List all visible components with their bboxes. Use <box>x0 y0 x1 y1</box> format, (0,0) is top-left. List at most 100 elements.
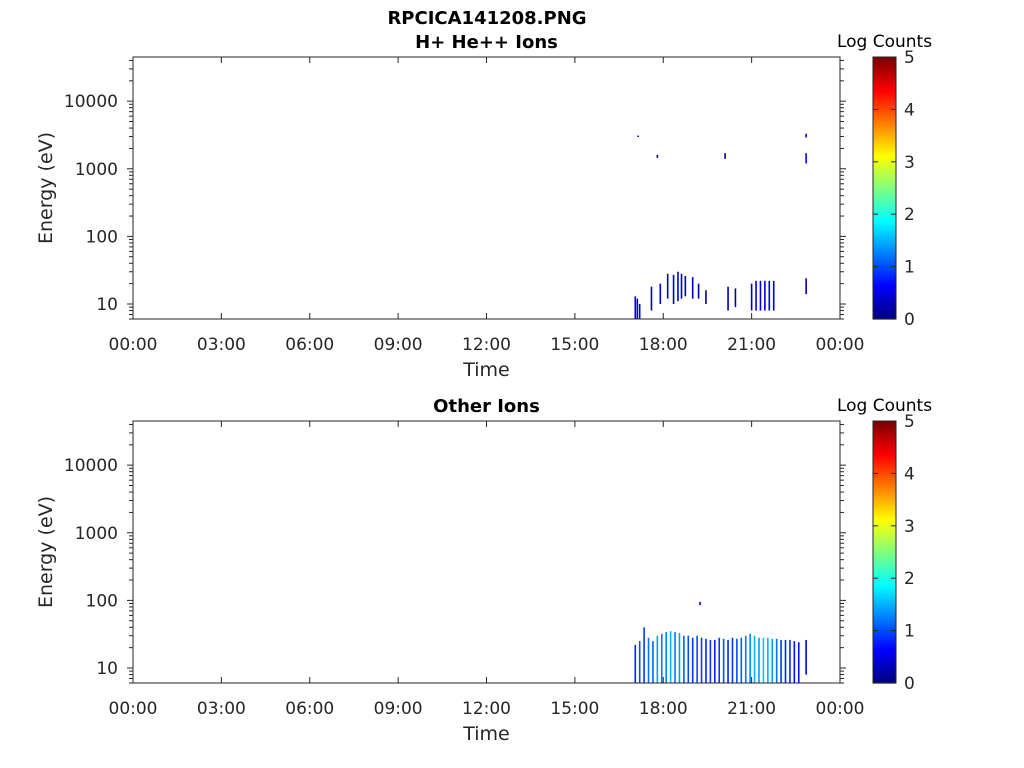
colorbar-segment <box>873 153 896 156</box>
colorbar-segment <box>873 669 896 673</box>
colorbar-segment <box>873 630 896 634</box>
colorbar-segment <box>873 667 896 671</box>
colorbar-segment <box>873 312 896 316</box>
data-streak <box>805 278 807 295</box>
colorbar-segment <box>873 91 896 95</box>
colorbar-segment <box>873 591 896 595</box>
x-tick-label: 00:00 <box>109 335 158 355</box>
colorbar-tick-label: 0 <box>904 674 915 694</box>
colorbar-segment <box>873 279 896 283</box>
data-streak <box>683 635 685 683</box>
colorbar-segment <box>873 510 896 514</box>
colorbar-tick-label: 2 <box>904 569 915 589</box>
data-streak <box>677 271 679 302</box>
panel-title: H+ He++ Ions <box>415 32 558 53</box>
colorbar-segment <box>873 490 896 494</box>
colorbar-segment <box>873 425 896 429</box>
y-tick-label: 1000 <box>75 160 118 180</box>
colorbar-segment <box>873 126 896 130</box>
colorbar-segment <box>873 244 896 248</box>
colorbar-segment <box>873 266 896 270</box>
colorbar-segment <box>873 76 896 80</box>
colorbar-segment <box>873 438 896 442</box>
data-streak <box>768 280 771 311</box>
colorbar-segment <box>873 445 896 448</box>
colorbar-segment <box>873 129 896 132</box>
colorbar-segment <box>873 124 896 128</box>
colorbar-segment <box>873 137 896 141</box>
colorbar-segment <box>873 201 896 204</box>
x-tick-label: 06:00 <box>285 335 334 355</box>
colorbar-segment <box>873 87 896 91</box>
x-tick-label: 09:00 <box>374 699 423 719</box>
colorbar-segment <box>873 442 896 446</box>
colorbar-segment <box>873 168 896 172</box>
colorbar-segment <box>873 229 896 233</box>
data-streak <box>727 286 729 311</box>
colorbar-segment <box>873 268 896 272</box>
colorbar-segment <box>873 501 896 505</box>
colorbar-segment <box>873 109 896 113</box>
colorbar-segment <box>873 89 896 93</box>
data-streak <box>666 273 669 299</box>
colorbar-segment <box>873 556 896 560</box>
colorbar-segment <box>873 227 896 231</box>
colorbar-segment <box>873 286 896 290</box>
colorbar-segment <box>873 436 896 440</box>
colorbar-segment <box>873 297 896 300</box>
data-streak <box>740 637 743 683</box>
data-streak <box>636 298 639 319</box>
colorbar-segment <box>873 172 896 176</box>
colorbar-segment <box>873 220 896 224</box>
data-streak <box>647 637 650 683</box>
colorbar-segment <box>873 144 896 148</box>
colorbar-segment <box>873 475 896 479</box>
colorbar-segment <box>873 497 896 501</box>
colorbar-segment <box>873 514 896 518</box>
colorbar-segment <box>873 584 896 588</box>
colorbar-segment <box>873 262 896 266</box>
data-streak <box>684 275 687 297</box>
colorbar-segment <box>873 538 896 542</box>
colorbar-frame <box>872 420 897 684</box>
panel-other-ions: Other Ions 00:00 03:00 06:00 09:00 12:00 15:00… <box>35 396 932 745</box>
colorbar-segment <box>873 569 896 573</box>
colorbar-segment <box>873 632 896 636</box>
colorbar-segment <box>873 305 896 309</box>
colorbar-segment <box>873 65 896 69</box>
panel-hplus-heplusplus: H+ He++ Ions 00:00 03:00 06:00 09:00 12:00 15:… <box>35 32 932 381</box>
data-streak <box>772 280 775 311</box>
colorbar-segment <box>873 185 896 189</box>
colorbar-segment <box>873 652 896 656</box>
data-streak <box>727 639 729 683</box>
x-tick-label: 03:00 <box>197 335 246 355</box>
colorbar-segment <box>873 661 896 664</box>
panel-title: Other Ions <box>433 396 540 417</box>
colorbar-segment <box>873 225 896 228</box>
colorbar-segment <box>873 602 896 605</box>
colorbar-segment <box>873 610 896 614</box>
colorbar-segment <box>873 85 896 89</box>
colorbar-segment <box>873 150 896 154</box>
colorbar-segment <box>873 275 896 279</box>
colorbar-segment <box>873 188 896 191</box>
x-tick-label: 00:00 <box>816 699 865 719</box>
colorbar-segment <box>873 552 896 555</box>
colorbar-segment <box>873 260 896 263</box>
data-streak <box>637 135 640 138</box>
colorbar-segment <box>873 641 896 645</box>
colorbar-tick-label: 3 <box>904 517 915 537</box>
colorbar-segment <box>873 595 896 599</box>
data-streak <box>775 638 778 683</box>
colorbar-segment <box>873 111 896 115</box>
colorbar-segment <box>873 562 896 566</box>
colorbar-segment <box>873 545 896 549</box>
colorbar-tick-label: 1 <box>904 622 915 642</box>
colorbar-segment <box>873 466 896 470</box>
colorbar-segment <box>873 521 896 525</box>
data-streak <box>634 644 637 683</box>
colorbar-segment <box>873 589 896 592</box>
colorbar-segment <box>873 663 896 667</box>
data-streak <box>672 274 675 305</box>
y-axis-label: Energy (eV) <box>35 496 57 608</box>
